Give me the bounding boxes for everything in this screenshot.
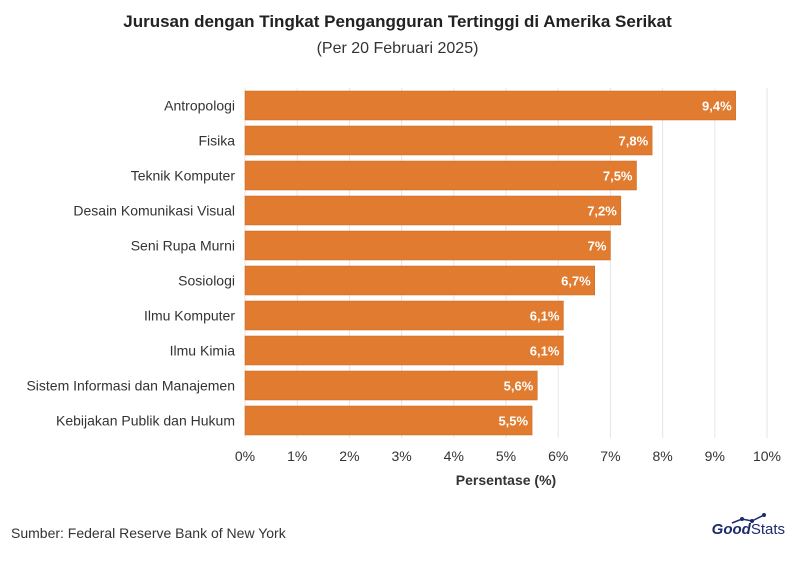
bar <box>244 160 637 191</box>
bar-value-label: 6,1% <box>530 309 560 324</box>
x-tick-label: 1% <box>287 448 307 464</box>
category-label: Ilmu Komputer <box>144 308 235 324</box>
logo-text-good: Good <box>711 521 751 538</box>
logo-chart-icon <box>731 513 766 524</box>
bar <box>244 370 538 401</box>
bar-value-label: 5,5% <box>498 414 528 429</box>
x-tick-label: 4% <box>444 448 464 464</box>
x-tick-label: 2% <box>339 448 359 464</box>
source-note: Sumber: Federal Reserve Bank of New York <box>11 525 286 541</box>
x-tick-label: 0% <box>235 448 255 464</box>
bar-value-label: 7,5% <box>603 169 633 184</box>
x-tick-label: 6% <box>548 448 568 464</box>
bar-value-label: 9,4% <box>702 99 732 114</box>
chart-title: Jurusan dengan Tingkat Pengangguran Tert… <box>123 12 672 31</box>
bars-group: 9,4% 7,8% 7,5% 7,2% 7% 6,7% 6,1% 6,1% 5,6% 5,5% <box>244 90 736 436</box>
category-label: Ilmu Kimia <box>170 343 236 359</box>
category-label: Fisika <box>198 133 235 149</box>
bar <box>244 300 564 331</box>
bar-value-label: 7,8% <box>619 134 649 149</box>
category-label: Sistem Informasi dan Manajemen <box>26 378 235 394</box>
category-label: Sosiologi <box>178 273 235 289</box>
bar <box>244 405 533 436</box>
bar-value-label: 6,7% <box>561 274 591 289</box>
category-labels: Antropologi Fisika Teknik Komputer Desain K… <box>26 98 235 429</box>
bar <box>244 265 595 296</box>
bar-value-label: 6,1% <box>530 344 560 359</box>
x-tick-label: 3% <box>391 448 411 464</box>
bar <box>244 195 622 226</box>
bar-chart: 9,4% 7,8% 7,5% 7,2% 7% 6,7% 6,1% 6,1% 5,6% 5,5% A… <box>26 88 781 488</box>
category-label: Kebijakan Publik dan Hukum <box>56 413 235 429</box>
x-tick-label: 10% <box>753 448 781 464</box>
category-label: Desain Komunikasi Visual <box>73 203 235 219</box>
x-tick-label: 9% <box>705 448 725 464</box>
bar <box>244 125 653 156</box>
bar <box>244 230 611 261</box>
x-tick-label: 5% <box>496 448 516 464</box>
logo-text-stats: Stats <box>750 521 785 538</box>
category-label: Teknik Komputer <box>131 168 236 184</box>
category-label: Seni Rupa Murni <box>131 238 235 254</box>
x-tick-labels: 0% 1% 2% 3% 4% 5% 6% 7% 8% 9% 10% <box>235 448 781 464</box>
bar-value-label: 7,2% <box>587 204 617 219</box>
bar-value-label: 7% <box>588 239 607 254</box>
bar-value-label: 5,6% <box>504 379 534 394</box>
x-tick-label: 7% <box>600 448 620 464</box>
bar <box>244 335 564 366</box>
goodstats-logo: GoodStats <box>711 513 785 545</box>
x-tick-label: 8% <box>652 448 672 464</box>
chart-subtitle: (Per 20 Februari 2025) <box>316 40 479 57</box>
bar <box>244 90 736 121</box>
category-label: Antropologi <box>164 98 235 114</box>
x-axis-label: Persentase (%) <box>456 472 556 488</box>
